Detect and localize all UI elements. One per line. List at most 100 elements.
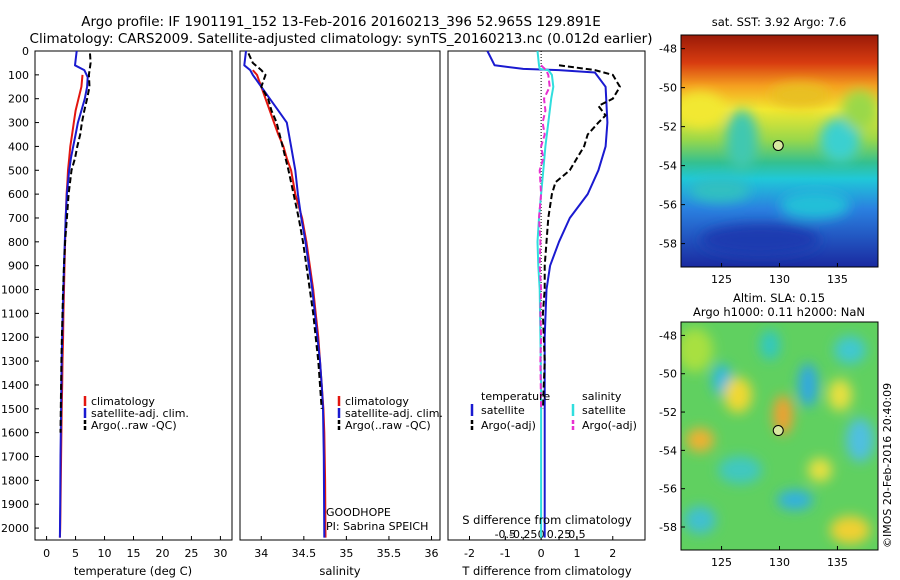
x-tick-label-s: -0.5: [495, 528, 516, 541]
x-tick-label: 0: [43, 547, 50, 560]
x-tick-label: 15: [127, 547, 141, 560]
x-tick-label: 0: [538, 547, 545, 560]
x-tick-label: 25: [184, 547, 198, 560]
y-tick-label: 1400: [1, 379, 29, 392]
series-satellite-adj-clim-: [243, 50, 326, 538]
y-tick-label: 1800: [1, 474, 29, 487]
series-temperature-satellite: [486, 50, 609, 538]
y-tick-label: 700: [8, 212, 29, 225]
sst-field: [681, 35, 878, 267]
salinity-legend: climatology satellite-adj. clim. Argo(..…: [337, 395, 443, 432]
x-tick-label: 34: [254, 547, 268, 560]
series-argo-raw-qc-: [59, 53, 92, 433]
map-y-tick-label: -52: [659, 121, 677, 134]
temperature-legend: climatology satellite-adj. clim. Argo(..…: [83, 395, 189, 432]
x-tick-label: 2: [609, 547, 616, 560]
legend-satellite: satellite-adj. clim.: [345, 407, 443, 420]
x-tick-label: 5: [72, 547, 79, 560]
y-tick-label: 1600: [1, 427, 29, 440]
difference-legend: temperature satellite Argo(-adj) salinit…: [470, 390, 637, 432]
y-tick-label: 1900: [1, 498, 29, 511]
x-tick-label: 34.5: [292, 547, 317, 560]
argo-position-marker: [772, 425, 784, 437]
sla-map: Altim. SLA: 0.15 Argo h1000: 0.11 h2000:…: [659, 291, 879, 569]
series-argo-raw-qc-: [247, 52, 323, 409]
x-tick-label: 35.5: [377, 547, 402, 560]
series-salinity-satellite: [536, 50, 555, 538]
imos-credit: ©IMOS 20-Feb-2016 20:40:09: [881, 383, 894, 548]
map-y-tick-label: -56: [659, 199, 677, 212]
y-tick-label: 800: [8, 236, 29, 249]
float-project: GOODHOPE: [326, 506, 391, 519]
difference-xlabel-top: S difference from climatology: [462, 513, 632, 527]
sla-map-subtitle: Argo h1000: 0.11 h2000: NaN: [693, 305, 865, 319]
y-tick-label: 1200: [1, 331, 29, 344]
argo-position-marker: [772, 139, 784, 151]
y-tick-label: 1700: [1, 451, 29, 464]
y-tick-label: 300: [8, 117, 29, 130]
temperature-panel: 0100200300400500600700800900100011001200…: [1, 45, 233, 578]
series-temperature-argo-adj-: [541, 64, 621, 409]
map-x-tick-label: 125: [711, 273, 732, 286]
map-x-tick-label: 135: [827, 273, 848, 286]
series-salinity-argo-adj-: [538, 64, 551, 409]
y-tick-label: 400: [8, 140, 29, 153]
map-y-tick-label: -54: [659, 444, 677, 457]
map-y-tick-label: -48: [659, 329, 677, 342]
y-tick-label: 100: [8, 69, 29, 82]
map-y-tick-label: -52: [659, 406, 677, 419]
difference-axes-frame: [447, 50, 646, 541]
temperature-xlabel: temperature (deg C): [74, 564, 192, 578]
map-y-tick-label: -50: [659, 82, 677, 95]
map-y-tick-label: -56: [659, 483, 677, 496]
legend-group-salinity: salinity: [582, 390, 622, 403]
map-x-tick-label: 130: [769, 273, 790, 286]
header-line-1: Argo profile: IF 1901191_152 13-Feb-2016…: [81, 14, 601, 30]
legend-group-temperature: temperature: [481, 390, 550, 403]
header-line-2: Climatology: CARS2009. Satellite-adjuste…: [30, 31, 653, 47]
legend-argo: Argo(..raw -QC): [345, 419, 431, 432]
y-tick-label: 900: [8, 260, 29, 273]
map-y-tick-label: -54: [659, 160, 677, 173]
y-tick-label: 600: [8, 188, 29, 201]
map-x-tick-label: 135: [827, 556, 848, 569]
x-tick-label: -1: [500, 547, 511, 560]
legend-t-argo: Argo(-adj): [481, 419, 536, 432]
legend-s-satellite: satellite: [582, 404, 626, 417]
salinity-axes-frame: [239, 50, 441, 541]
legend-climatology: climatology: [91, 395, 155, 408]
legend-t-satellite: satellite: [481, 404, 525, 417]
y-tick-label: 2000: [1, 522, 29, 535]
y-tick-label: 200: [8, 93, 29, 106]
y-tick-label: 1500: [1, 403, 29, 416]
x-tick-label: 10: [98, 547, 112, 560]
y-tick-label: 0: [22, 45, 29, 58]
x-tick-label: 30: [213, 547, 227, 560]
x-tick-label: 35: [339, 547, 353, 560]
salinity-panel: 34 34.5 35 35.5 36 salinity climatology sate…: [239, 50, 443, 578]
map-x-tick-label: 130: [769, 556, 790, 569]
sla-map-title: Altim. SLA: 0.15: [733, 291, 825, 305]
series-satellite-adj-clim-: [58, 50, 89, 538]
sst-map-title: sat. SST: 3.92 Argo: 7.6: [712, 15, 847, 29]
legend-climatology: climatology: [345, 395, 409, 408]
y-tick-label: 1000: [1, 284, 29, 297]
legend-argo: Argo(..raw -QC): [91, 419, 177, 432]
y-tick-label: 500: [8, 164, 29, 177]
x-tick-label-s: 0.25: [547, 528, 572, 541]
legend-s-argo: Argo(-adj): [582, 419, 637, 432]
x-tick-label: 36: [424, 547, 438, 560]
legend-satellite: satellite-adj. clim.: [91, 407, 189, 420]
y-tick-label: 1300: [1, 355, 29, 368]
map-y-tick-label: -48: [659, 43, 677, 56]
map-y-tick-label: -58: [659, 521, 677, 534]
x-tick-label: 20: [155, 547, 169, 560]
float-pi: PI: Sabrina SPEICH: [326, 520, 428, 533]
map-y-tick-label: -50: [659, 368, 677, 381]
difference-xlabel: T difference from climatology: [461, 564, 632, 578]
salinity-xlabel: salinity: [319, 564, 360, 578]
x-tick-label: 1: [573, 547, 580, 560]
map-x-tick-label: 125: [711, 556, 732, 569]
